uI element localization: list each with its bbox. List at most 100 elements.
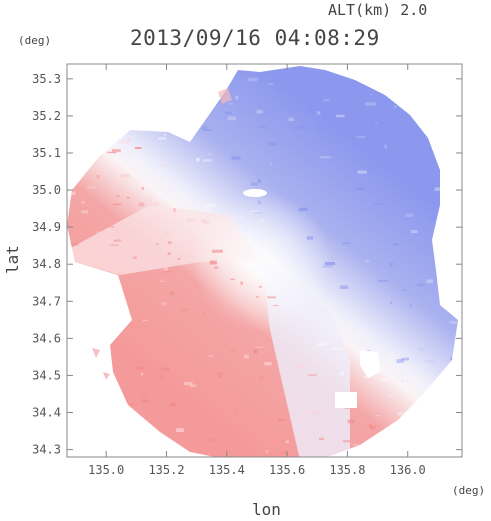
echo-speckle — [323, 99, 330, 102]
echo-speckle — [258, 219, 265, 223]
echo-speckle — [114, 258, 123, 262]
echo-speckle — [366, 350, 371, 352]
echo-speckle — [396, 359, 404, 363]
echo-speckle — [281, 104, 289, 107]
echo-speckle — [255, 296, 259, 298]
echo-speckle — [73, 135, 84, 138]
echo-speckle — [117, 115, 122, 118]
echo-speckle — [326, 341, 329, 343]
echo-speckle — [135, 366, 145, 370]
echo-speckle — [389, 134, 393, 137]
echo-speckle — [279, 451, 288, 455]
echo-speckle — [298, 207, 308, 212]
echo-speckle — [392, 243, 399, 246]
echo-speckle — [235, 95, 239, 100]
x-tick-label: 135.8 — [329, 463, 365, 477]
echo-speckle — [158, 137, 167, 140]
echo-speckle — [257, 178, 262, 183]
echo-speckle — [217, 372, 224, 375]
echo-speckle — [308, 108, 312, 111]
echo-speckle — [377, 280, 388, 282]
echo-speckle — [299, 125, 308, 129]
echo-speckle — [411, 88, 420, 90]
echo-gap — [243, 189, 267, 197]
echo-speckle — [393, 106, 397, 108]
echo-speckle — [75, 78, 80, 82]
echo-speckle — [111, 149, 121, 153]
echo-speckle — [132, 256, 138, 259]
echo-speckle — [281, 328, 287, 331]
echo-speckle — [401, 289, 407, 291]
echo-speckle — [272, 304, 279, 307]
x-tick-label: 135.0 — [88, 463, 124, 477]
echo-speckle — [276, 281, 287, 284]
echo-speckle — [269, 142, 277, 146]
echo-speckle — [183, 381, 193, 386]
echo-speckle — [114, 239, 122, 242]
echo-speckle — [299, 86, 309, 91]
echo-speckle — [256, 110, 263, 114]
y-tick-label: 35.0 — [32, 183, 61, 197]
y-tick-label: 34.9 — [32, 220, 61, 234]
echo-speckle — [443, 116, 450, 121]
echo-speckle — [370, 93, 373, 96]
echo-speckle — [217, 374, 222, 378]
echo-speckle — [81, 430, 86, 434]
echo-speckle — [267, 296, 277, 299]
echo-speckle — [86, 186, 96, 189]
echo-speckle — [128, 403, 135, 406]
echo-speckle — [196, 87, 200, 92]
echo-speckle — [205, 203, 217, 207]
echo-speckle — [258, 376, 265, 379]
echo-speckle — [418, 347, 425, 352]
echo-speckle — [156, 108, 166, 111]
echo-speckle — [148, 98, 158, 102]
echo-speckle — [266, 450, 269, 453]
x-axis-unit: (deg) — [452, 484, 486, 497]
echo-speckle — [268, 83, 274, 86]
echo-speckle — [450, 357, 458, 361]
echo-speckle — [442, 130, 451, 132]
echo-speckle — [405, 213, 413, 218]
near-radar-zone — [192, 192, 332, 332]
echo-speckle — [106, 352, 111, 354]
echo-speckle — [167, 252, 171, 256]
echo-speckle — [313, 126, 324, 129]
echo-speckle — [380, 120, 386, 124]
echo-speckle — [190, 384, 197, 388]
y-tick-label: 34.7 — [32, 294, 61, 308]
echo-speckle — [128, 266, 132, 269]
echo-speckle — [203, 128, 212, 131]
echo-speckle — [401, 380, 404, 382]
echo-speckle — [100, 302, 110, 307]
echo-speckle — [167, 241, 172, 244]
x-tick-label: 135.6 — [269, 463, 305, 477]
echo-speckle — [142, 319, 148, 322]
echo-speckle — [293, 127, 301, 129]
echo-speckle — [81, 201, 85, 204]
echo-speckle — [169, 291, 175, 296]
echo-speckle — [319, 437, 324, 441]
echo-speckle — [159, 280, 165, 283]
echo-speckle — [401, 357, 410, 361]
echo-speckle — [324, 262, 336, 266]
x-axis-ticks: 135.0 135.2 135.4 135.6 135.8 136.0 — [88, 64, 426, 477]
echo-speckle — [207, 354, 214, 357]
echo-speckle — [212, 249, 223, 253]
echo-speckle — [234, 412, 238, 415]
echo-gap — [360, 350, 380, 378]
echo-speckle — [425, 360, 436, 363]
echo-speckle — [141, 399, 149, 403]
echo-speckle — [288, 117, 294, 122]
echo-speckle — [308, 374, 317, 377]
y-axis-unit: (deg) — [18, 34, 52, 47]
echo-speckle — [339, 285, 349, 289]
echo-speckle — [273, 433, 277, 436]
echo-speckle — [96, 339, 105, 343]
echo-speckle — [163, 267, 168, 271]
y-tick-label: 35.1 — [32, 146, 61, 160]
echo-speckle — [181, 308, 189, 311]
echo-speckle — [441, 176, 447, 179]
echo-speckle — [258, 285, 262, 288]
